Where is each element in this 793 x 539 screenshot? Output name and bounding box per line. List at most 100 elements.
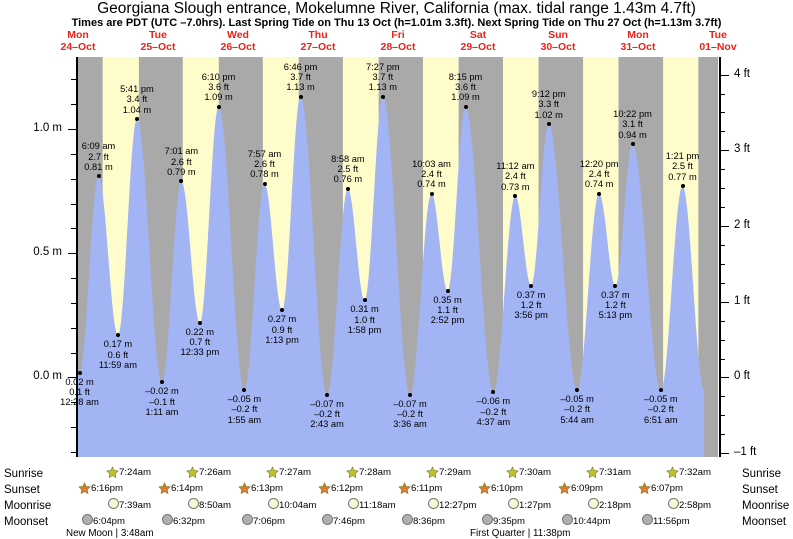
sunrise-event-0: 7:24am [106, 466, 151, 479]
sunset-time: 6:12pm [331, 483, 363, 494]
y-tick-right [720, 339, 725, 341]
tide-time: 5:44 am [560, 414, 594, 425]
moon-disc [322, 514, 333, 525]
moonrise-time: 2:18pm [599, 499, 631, 511]
tide-time: 1:11 am [145, 407, 179, 418]
y-tick-left [71, 228, 76, 230]
tide-point-marker [429, 191, 434, 196]
y-tick-right [720, 74, 729, 76]
tide-feet: 0.6 ft [107, 349, 129, 360]
tide-point-marker [262, 181, 267, 186]
tide-feet: 2.4 ft [588, 168, 610, 179]
tide-meters: 1.04 m [122, 104, 152, 115]
day-header-date: 26–Oct [220, 41, 256, 53]
y-tick-right [720, 131, 725, 133]
moon-disc [668, 498, 679, 509]
tide-label-low-12: –0.07 m –0.2 ft 2:43 am [290, 399, 364, 430]
y-tick-left [68, 377, 76, 379]
tide-point-marker [115, 333, 120, 338]
moonset-time: 9:35pm [493, 515, 525, 527]
tide-meters: –0.05 m [644, 393, 678, 404]
tide-chart-svg [78, 57, 718, 457]
y-tick-left [71, 402, 76, 404]
moonrise-time: 7:39am [119, 499, 151, 511]
moonrise-circle-icon [428, 498, 439, 512]
tide-point-marker [630, 141, 635, 146]
tide-point-marker [680, 184, 685, 189]
tide-label-high-23: 9:12 pm 3.3 ft 1.02 m [512, 89, 586, 120]
sunrise-event-1: 7:26am [186, 466, 231, 479]
moonrise-row-label-right: Moonrise [742, 500, 790, 512]
tide-label-high-5: 7:01 am 2.6 ft 0.79 m [144, 146, 218, 177]
tide-point-marker [408, 392, 412, 397]
sunrise-star-icon [586, 466, 599, 479]
tide-label-high-21: 11:12 am 2.4 ft 0.73 m [478, 161, 552, 192]
y-axis-right [719, 57, 721, 457]
sunrise-event-4: 7:29am [426, 466, 471, 479]
day-header-date: 31–Oct [620, 41, 656, 53]
tide-point-marker [597, 191, 602, 196]
page-subtitle: Times are PDT (UTC –7.0hrs). Last Spring… [71, 17, 722, 29]
moonset-circle-icon [402, 514, 413, 528]
sunrise-time: 7:30am [519, 467, 551, 478]
tide-feet: 2.4 ft [421, 168, 442, 179]
tide-meters: 0.31 m [350, 304, 379, 315]
tide-meters: 1.02 m [534, 109, 563, 120]
tide-meters: 0.17 m [103, 339, 133, 350]
day-header-weekday: Thu [308, 29, 328, 41]
y-tick-left [68, 253, 76, 255]
moonset-circle-icon [162, 514, 173, 528]
tide-meters: 1.13 m [368, 82, 398, 93]
y-tick-left [71, 104, 76, 106]
moonset-event-1: 6:32pm [162, 514, 205, 528]
tide-point-marker [658, 387, 663, 392]
moonrise-time: 11:18am [359, 499, 396, 511]
tide-meters: 0.37 m [516, 289, 546, 300]
tide-time: 6:09 am [81, 141, 116, 152]
tide-feet: 3.6 ft [208, 81, 229, 92]
tide-time: 2:52 pm [430, 315, 465, 326]
y-tick-label-right-5: –1 ft [734, 446, 757, 459]
tide-time: 7:01 am [164, 146, 199, 157]
tide-feet: –0.1 ft [149, 396, 175, 407]
moonset-time: 11:56pm [653, 515, 690, 527]
tide-point-marker [298, 94, 303, 99]
sunrise-time: 7:31am [599, 467, 631, 478]
tide-feet: 1.1 ft [437, 304, 458, 315]
moon-disc [482, 514, 493, 525]
sunset-time: 6:10pm [491, 483, 523, 494]
moonset-circle-icon [642, 514, 653, 528]
tide-label-low-20: –0.06 m –0.2 ft 4:37 am [456, 396, 530, 427]
y-tick-right [720, 415, 725, 417]
tide-meters: –0.05 m [560, 393, 594, 404]
sunrise-event-2: 7:27am [266, 466, 311, 479]
moon-disc [508, 498, 519, 509]
day-header-0: Mon 24–Oct [33, 29, 123, 53]
sunset-event-1: 6:14pm [158, 482, 203, 495]
tide-meters: 0.74 m [584, 179, 614, 190]
y-tick-left [71, 203, 76, 205]
tide-point-marker [463, 104, 468, 109]
y-tick-left [71, 452, 76, 454]
sunrise-row-label-left: Sunrise [4, 468, 43, 480]
y-tick-label-right-1: 3 ft [734, 143, 750, 156]
tide-label-high-27: 10:22 pm 3.1 ft 0.94 m [596, 109, 670, 140]
sunset-star-icon [398, 482, 411, 495]
moonset-time: 7:46pm [333, 515, 365, 527]
day-header-4: Fri 28–Oct [353, 29, 443, 53]
moonrise-circle-icon [668, 498, 679, 512]
tide-feet: 2.7 ft [88, 151, 109, 162]
tide-meters: –0.06 m [476, 396, 511, 407]
moonrise-time: 1:27pm [519, 499, 551, 511]
tide-meters: 0.35 m [433, 294, 462, 305]
sunset-star-icon [558, 482, 571, 495]
day-header-date: 27–Oct [300, 41, 336, 53]
moon-disc [428, 498, 439, 509]
tide-meters: 0.22 m [185, 326, 215, 337]
moonset-time: 10:44pm [573, 515, 611, 527]
day-header-date: 29–Oct [460, 41, 496, 53]
tide-feet: 2.5 ft [672, 161, 693, 172]
day-header-weekday: Tue [149, 29, 167, 41]
tide-meters: 0.74 m [417, 179, 446, 190]
tide-label-high-15: 7:27 pm 3.7 ft 1.13 m [346, 62, 420, 93]
